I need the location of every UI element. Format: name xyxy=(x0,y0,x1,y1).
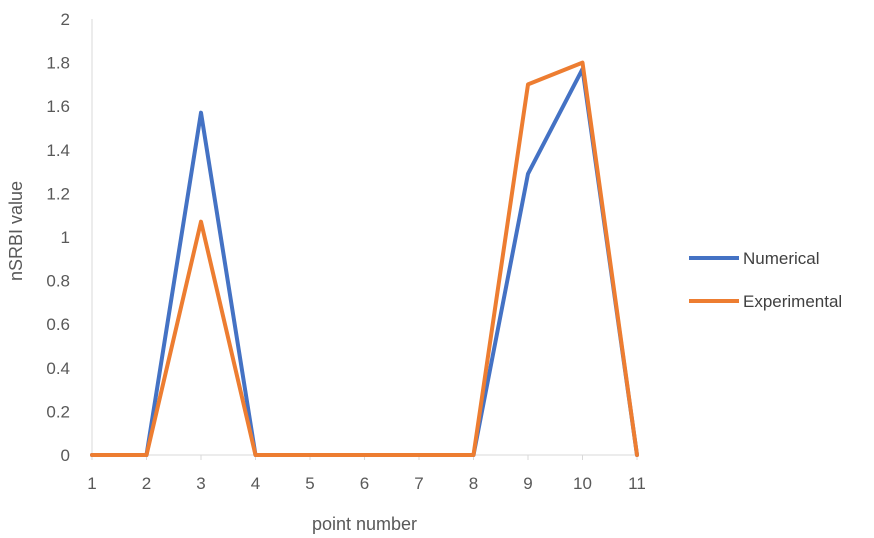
legend-label: Numerical xyxy=(743,249,820,268)
y-tick-label: 1 xyxy=(61,228,70,247)
y-tick-label: 2 xyxy=(61,10,70,29)
y-tick-label: 1.8 xyxy=(46,54,70,73)
x-tick-label: 4 xyxy=(251,474,260,493)
y-tick-label: 0.8 xyxy=(46,272,70,291)
x-axis-title: point number xyxy=(312,514,417,534)
y-axis-title: nSRBI value xyxy=(6,181,26,281)
y-tick-label: 0 xyxy=(61,446,70,465)
series-line-numerical xyxy=(90,67,639,457)
y-tick-label: 1.6 xyxy=(46,97,70,116)
series-line-experimental xyxy=(90,60,639,457)
x-tick-label: 9 xyxy=(523,474,532,493)
legend-item: Experimental xyxy=(689,292,842,311)
y-tick-labels: 0 0.2 0.4 0.6 0.8 1 1.2 1.4 1.6 1.8 2 xyxy=(46,10,70,465)
x-tick-label: 2 xyxy=(142,474,151,493)
legend-label: Experimental xyxy=(743,292,842,311)
y-tick-label: 1.4 xyxy=(46,141,70,160)
y-tick-label: 0.6 xyxy=(46,315,70,334)
x-tick-label: 8 xyxy=(469,474,478,493)
x-tick-label: 1 xyxy=(87,474,96,493)
x-tick-label: 10 xyxy=(573,474,592,493)
x-tick-labels: 1 2 3 4 5 6 7 8 9 10 11 xyxy=(87,455,646,493)
y-tick-label: 0.2 xyxy=(46,402,70,421)
x-tick-label: 7 xyxy=(414,474,423,493)
y-tick-label: 1.2 xyxy=(46,184,70,203)
x-tick-label: 5 xyxy=(305,474,314,493)
x-tick-label: 3 xyxy=(196,474,205,493)
x-tick-label: 11 xyxy=(628,474,646,493)
legend-item: Numerical xyxy=(689,249,820,268)
y-tick-label: 0.4 xyxy=(46,359,70,378)
legend: Numerical Experimental xyxy=(689,249,842,311)
x-tick-label: 6 xyxy=(360,474,369,493)
series-lines xyxy=(90,60,639,457)
